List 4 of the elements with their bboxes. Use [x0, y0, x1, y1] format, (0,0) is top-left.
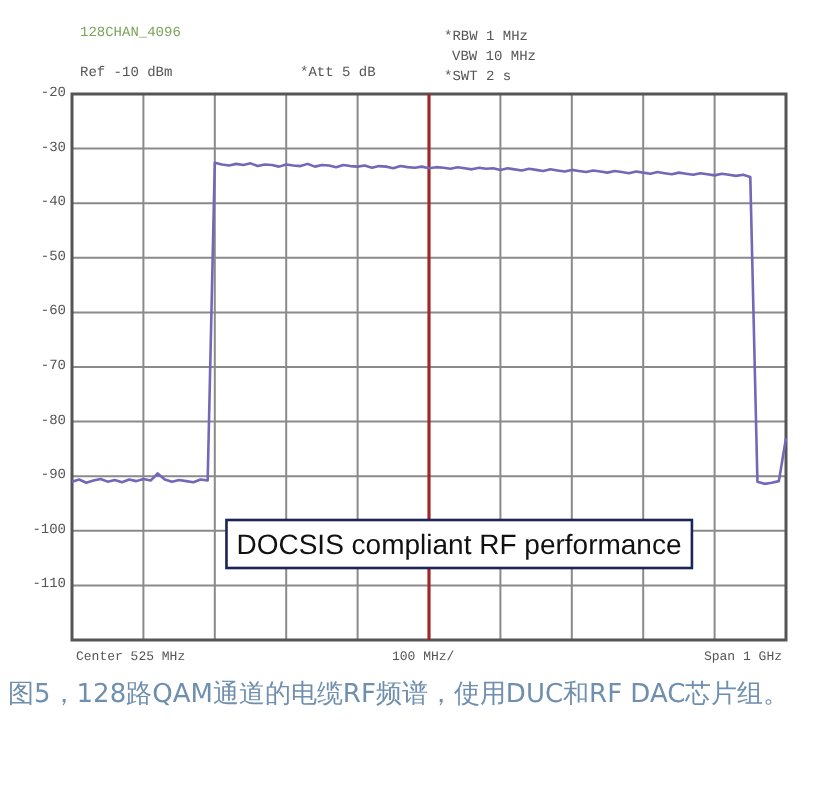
annotation-box: DOCSIS compliant RF performance	[225, 518, 694, 570]
caption: 图5，128路QAM通道的电缆RF频谱，使用DUC和RF DAC芯片组。	[8, 678, 792, 714]
annotation: DOCSIS compliant RF performance	[236, 528, 682, 560]
line-series	[70, 161, 788, 486]
